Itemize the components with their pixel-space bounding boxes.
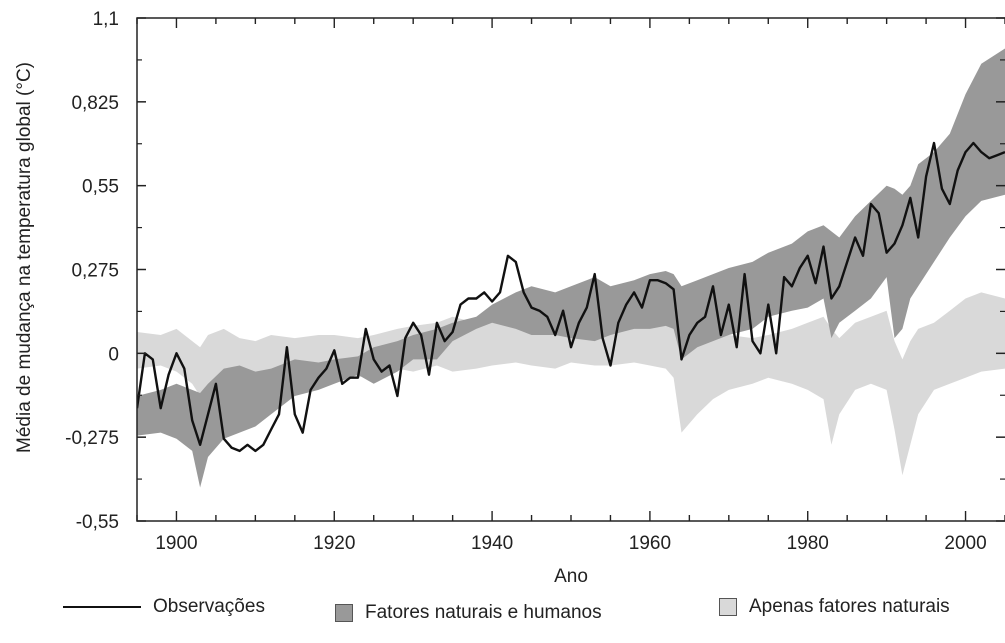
legend-box-swatch (719, 598, 737, 616)
y-tick-label: 0,825 (71, 93, 119, 114)
x-tick-label: 1920 (313, 533, 355, 554)
band-naturais-humanos (137, 48, 1005, 488)
y-tick-label: -0,275 (65, 428, 119, 449)
legend-item-observacoes: Observações (63, 596, 265, 618)
x-tick-label: 1900 (155, 533, 197, 554)
x-tick-label: 1960 (629, 533, 671, 554)
y-tick-label: 1,1 (93, 9, 119, 30)
y-tick-label: 0,275 (71, 261, 119, 282)
x-tick-label: 2000 (944, 533, 986, 554)
y-axis-title: Média de mudança na temperatura global (… (14, 62, 35, 453)
x-tick-label: 1980 (787, 533, 829, 554)
x-tick-label: 1940 (471, 533, 513, 554)
ticks-layer: -0,55 -0,275 0 0,275 0,55 0,825 1,1 1900 1920 194… (65, 9, 1005, 554)
bands-layer (137, 48, 1005, 488)
y-tick-label: 0 (108, 344, 119, 365)
x-axis-title: Ano (554, 566, 588, 587)
legend-item-naturais-humanos: Fatores naturais e humanos (335, 602, 602, 624)
y-tick-label: -0,55 (76, 512, 119, 533)
legend-item-naturais: Apenas fatores naturais (719, 596, 950, 618)
observations-line (137, 141, 1005, 453)
legend-label-naturais-humanos: Fatores naturais e humanos (365, 602, 602, 623)
observations-layer (137, 141, 1005, 453)
legend-box-swatch (335, 604, 353, 622)
legend: Observações Fatores naturais e humanos A… (0, 596, 1005, 643)
legend-line-swatch (63, 606, 141, 608)
legend-label-naturais: Apenas fatores naturais (749, 596, 950, 617)
band-apenas-naturais (137, 292, 1005, 476)
legend-label-observacoes: Observações (153, 596, 265, 617)
y-tick-label: 0,55 (82, 177, 119, 198)
chart-area: -0,55 -0,275 0 0,275 0,55 0,825 1,1 1900 1920 194… (14, 9, 1005, 587)
